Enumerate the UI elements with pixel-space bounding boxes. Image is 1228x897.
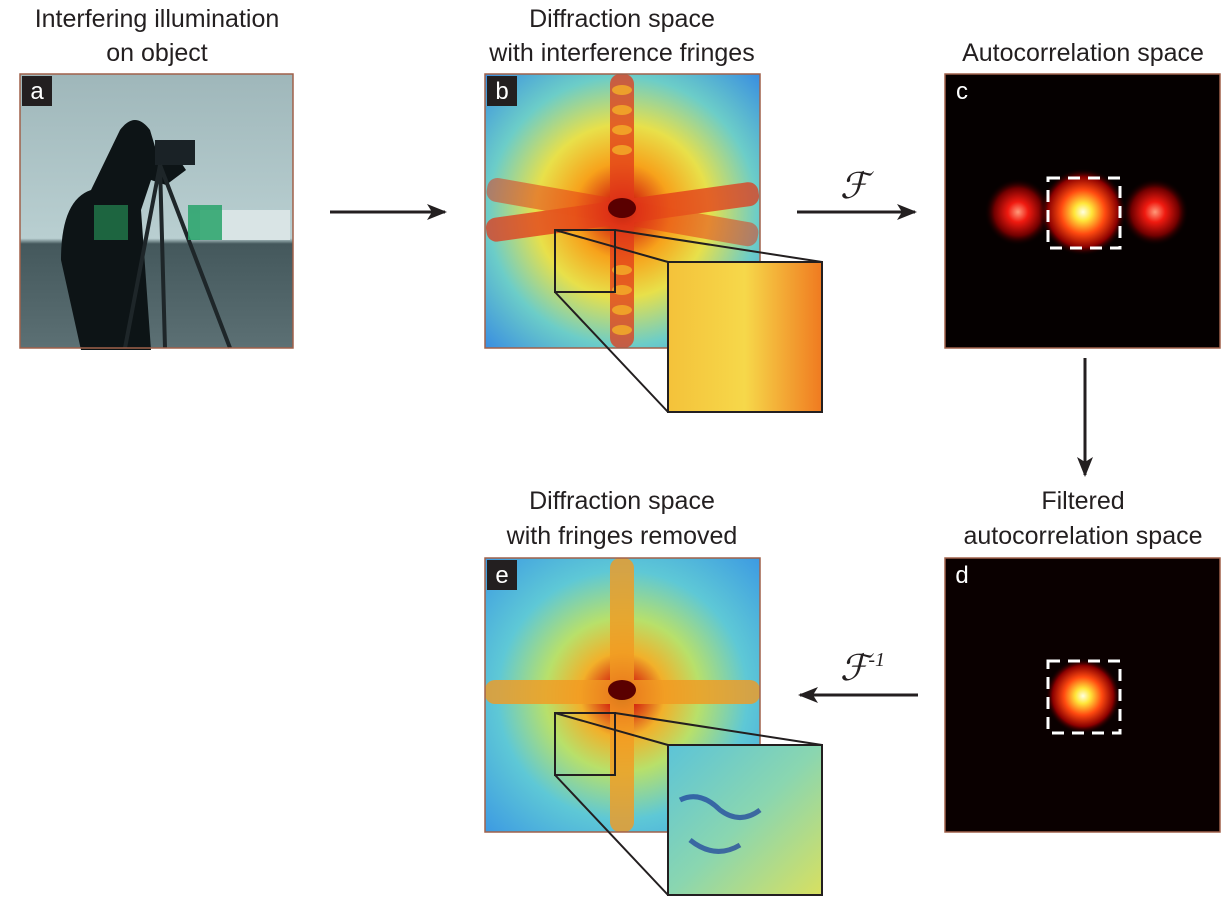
panel-title: on object xyxy=(106,39,208,67)
panel-a: a xyxy=(20,74,293,350)
panel-title: autocorrelation space xyxy=(963,522,1202,550)
panel-title: Diffraction space xyxy=(529,5,715,33)
figure: Interfering illumination on object Diffr… xyxy=(0,0,1228,897)
panel-b: b xyxy=(485,74,822,412)
panel-letter: a xyxy=(30,78,44,105)
panel-title: Interfering illumination xyxy=(35,5,280,33)
panel-c: c xyxy=(945,74,1220,348)
panel-letter: b xyxy=(495,78,508,105)
panel-title: Autocorrelation space xyxy=(962,39,1204,67)
panel-title: with interference fringes xyxy=(488,39,754,67)
panel-title: with fringes removed xyxy=(506,522,738,550)
operator-superscript: -1 xyxy=(868,649,885,671)
panel-letter: c xyxy=(956,78,968,105)
operator-label: ℱ-1 xyxy=(840,648,885,688)
panel-d: d xyxy=(945,558,1220,832)
operator-label: ℱ xyxy=(840,166,874,206)
panel-title: Filtered xyxy=(1041,487,1124,515)
panel-letter: d xyxy=(955,562,968,589)
panel-title: Diffraction space xyxy=(529,487,715,515)
panel-e: e xyxy=(485,558,822,895)
panel-letter: e xyxy=(495,562,508,589)
